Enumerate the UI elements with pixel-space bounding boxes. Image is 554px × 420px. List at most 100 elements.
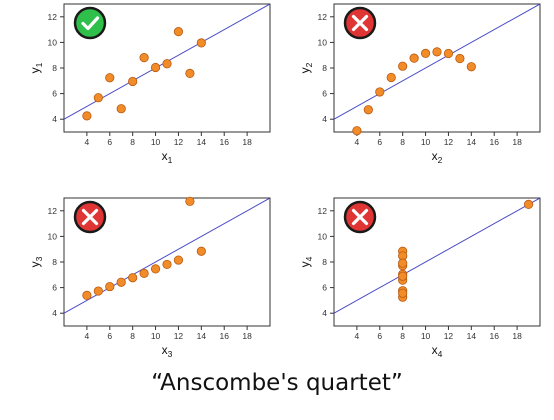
x-tick-label: 8 (400, 331, 405, 341)
data-point (185, 196, 195, 206)
figure-background (0, 0, 554, 360)
data-point (398, 258, 408, 268)
x-tick-label: 14 (467, 331, 477, 341)
data-point (196, 246, 206, 256)
data-point (455, 53, 465, 64)
data-point (116, 277, 126, 287)
y-axis-label: y1 (28, 62, 44, 73)
y-tick-label: 4 (52, 308, 57, 318)
y-tick-label: 10 (48, 231, 58, 241)
x-tick-label: 8 (130, 137, 135, 147)
data-point (173, 27, 184, 37)
data-point (128, 273, 138, 283)
x-tick-label: 18 (242, 137, 252, 147)
y-tick-label: 6 (52, 89, 57, 99)
y-tick-label: 10 (318, 231, 328, 241)
data-point (398, 288, 408, 298)
y-tick-label: 8 (52, 63, 57, 73)
data-point (128, 76, 138, 87)
y-tick-label: 6 (322, 283, 327, 293)
y-tick-label: 8 (52, 257, 57, 267)
data-point (375, 87, 385, 97)
y-tick-label: 6 (52, 283, 57, 293)
y-tick-label: 6 (322, 89, 327, 99)
cross-mark (351, 14, 369, 32)
x-tick-label: 14 (197, 331, 207, 341)
y-tick-label: 4 (52, 114, 57, 124)
data-point (116, 104, 126, 114)
cross-icon (343, 200, 377, 234)
data-point (185, 68, 195, 78)
x-tick-label: 4 (355, 137, 360, 147)
check-mark (81, 16, 100, 31)
x-tick-label: 18 (512, 331, 522, 341)
badge-circle (73, 6, 107, 40)
x-tick-label: 6 (377, 331, 382, 341)
x-tick-label: 16 (489, 331, 499, 341)
x-tick-label: 12 (174, 331, 184, 341)
data-point (162, 59, 172, 69)
figure-caption: “Anscombe's quartet” (151, 370, 403, 396)
x-tick-label: 18 (242, 331, 252, 341)
x-axis-label: x3 (162, 343, 173, 359)
data-point (139, 268, 149, 278)
x-tick-label: 10 (151, 137, 161, 147)
x-axis-label: x2 (432, 149, 443, 165)
data-point (409, 53, 419, 63)
data-point (173, 255, 184, 265)
data-point (82, 290, 92, 301)
x-tick-label: 10 (151, 331, 161, 341)
data-point (93, 93, 103, 103)
x-tick-label: 14 (197, 137, 207, 147)
regression-line (334, 198, 540, 314)
cross-mark (351, 208, 369, 226)
y-axis-label: y4 (298, 256, 314, 267)
data-point (363, 105, 373, 115)
data-point (93, 286, 103, 296)
data-point (386, 72, 396, 83)
y-tick-label: 12 (318, 206, 328, 216)
y-tick-label: 10 (48, 37, 58, 47)
x-tick-label: 16 (489, 137, 499, 147)
y-axis-label: y3 (28, 256, 44, 267)
x-tick-label: 14 (467, 137, 477, 147)
y-tick-label: 12 (48, 206, 58, 216)
x-tick-label: 6 (107, 137, 112, 147)
data-point (105, 73, 115, 83)
x-tick-label: 6 (107, 331, 112, 341)
data-point (150, 264, 161, 274)
x-tick-label: 10 (421, 137, 431, 147)
x-tick-label: 12 (444, 331, 454, 341)
cross-icon (343, 6, 377, 40)
data-point (196, 38, 206, 48)
data-point (82, 111, 92, 121)
x-tick-label: 16 (219, 137, 229, 147)
y-tick-label: 12 (48, 12, 58, 22)
y-tick-label: 8 (322, 257, 327, 267)
x-tick-label: 16 (219, 331, 229, 341)
y-tick-label: 4 (322, 114, 327, 124)
y-tick-label: 8 (322, 63, 327, 73)
regression-line (334, 4, 540, 120)
x-tick-label: 8 (400, 137, 405, 147)
cross-icon (73, 200, 107, 234)
data-point (139, 53, 149, 63)
data-point (420, 48, 431, 59)
x-tick-label: 18 (512, 137, 522, 147)
data-point (150, 62, 161, 73)
data-point (432, 47, 442, 57)
y-tick-label: 4 (322, 308, 327, 318)
x-axis-label: x4 (432, 343, 443, 359)
x-tick-label: 12 (444, 137, 454, 147)
x-tick-label: 4 (355, 331, 360, 341)
check-icon (73, 6, 107, 40)
y-tick-label: 12 (318, 12, 328, 22)
x-tick-label: 8 (130, 331, 135, 341)
x-tick-label: 4 (85, 137, 90, 147)
data-point (443, 48, 454, 59)
x-tick-label: 10 (421, 331, 431, 341)
